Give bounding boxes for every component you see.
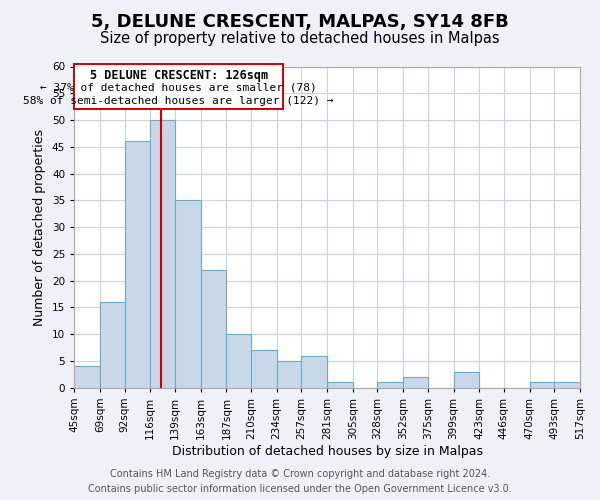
Bar xyxy=(175,200,200,388)
Bar xyxy=(454,372,479,388)
Bar xyxy=(301,356,327,388)
Bar xyxy=(403,377,428,388)
Text: 5 DELUNE CRESCENT: 126sqm: 5 DELUNE CRESCENT: 126sqm xyxy=(89,69,268,82)
Bar xyxy=(226,334,251,388)
X-axis label: Distribution of detached houses by size in Malpas: Distribution of detached houses by size … xyxy=(172,444,482,458)
Text: 58% of semi-detached houses are larger (122) →: 58% of semi-detached houses are larger (… xyxy=(23,96,334,106)
Text: Size of property relative to detached houses in Malpas: Size of property relative to detached ho… xyxy=(100,31,500,46)
Bar xyxy=(100,302,125,388)
Bar xyxy=(251,350,277,388)
Y-axis label: Number of detached properties: Number of detached properties xyxy=(34,128,46,326)
FancyBboxPatch shape xyxy=(74,64,283,110)
Bar xyxy=(554,382,580,388)
Text: 5, DELUNE CRESCENT, MALPAS, SY14 8FB: 5, DELUNE CRESCENT, MALPAS, SY14 8FB xyxy=(91,12,509,30)
Bar xyxy=(150,120,175,388)
Bar xyxy=(74,366,100,388)
Bar xyxy=(277,361,301,388)
Bar xyxy=(125,142,150,388)
Text: Contains HM Land Registry data © Crown copyright and database right 2024.
Contai: Contains HM Land Registry data © Crown c… xyxy=(88,468,512,493)
Bar xyxy=(530,382,554,388)
Text: ← 37% of detached houses are smaller (78): ← 37% of detached houses are smaller (78… xyxy=(40,82,317,92)
Bar xyxy=(377,382,403,388)
Bar xyxy=(200,270,226,388)
Bar xyxy=(327,382,353,388)
